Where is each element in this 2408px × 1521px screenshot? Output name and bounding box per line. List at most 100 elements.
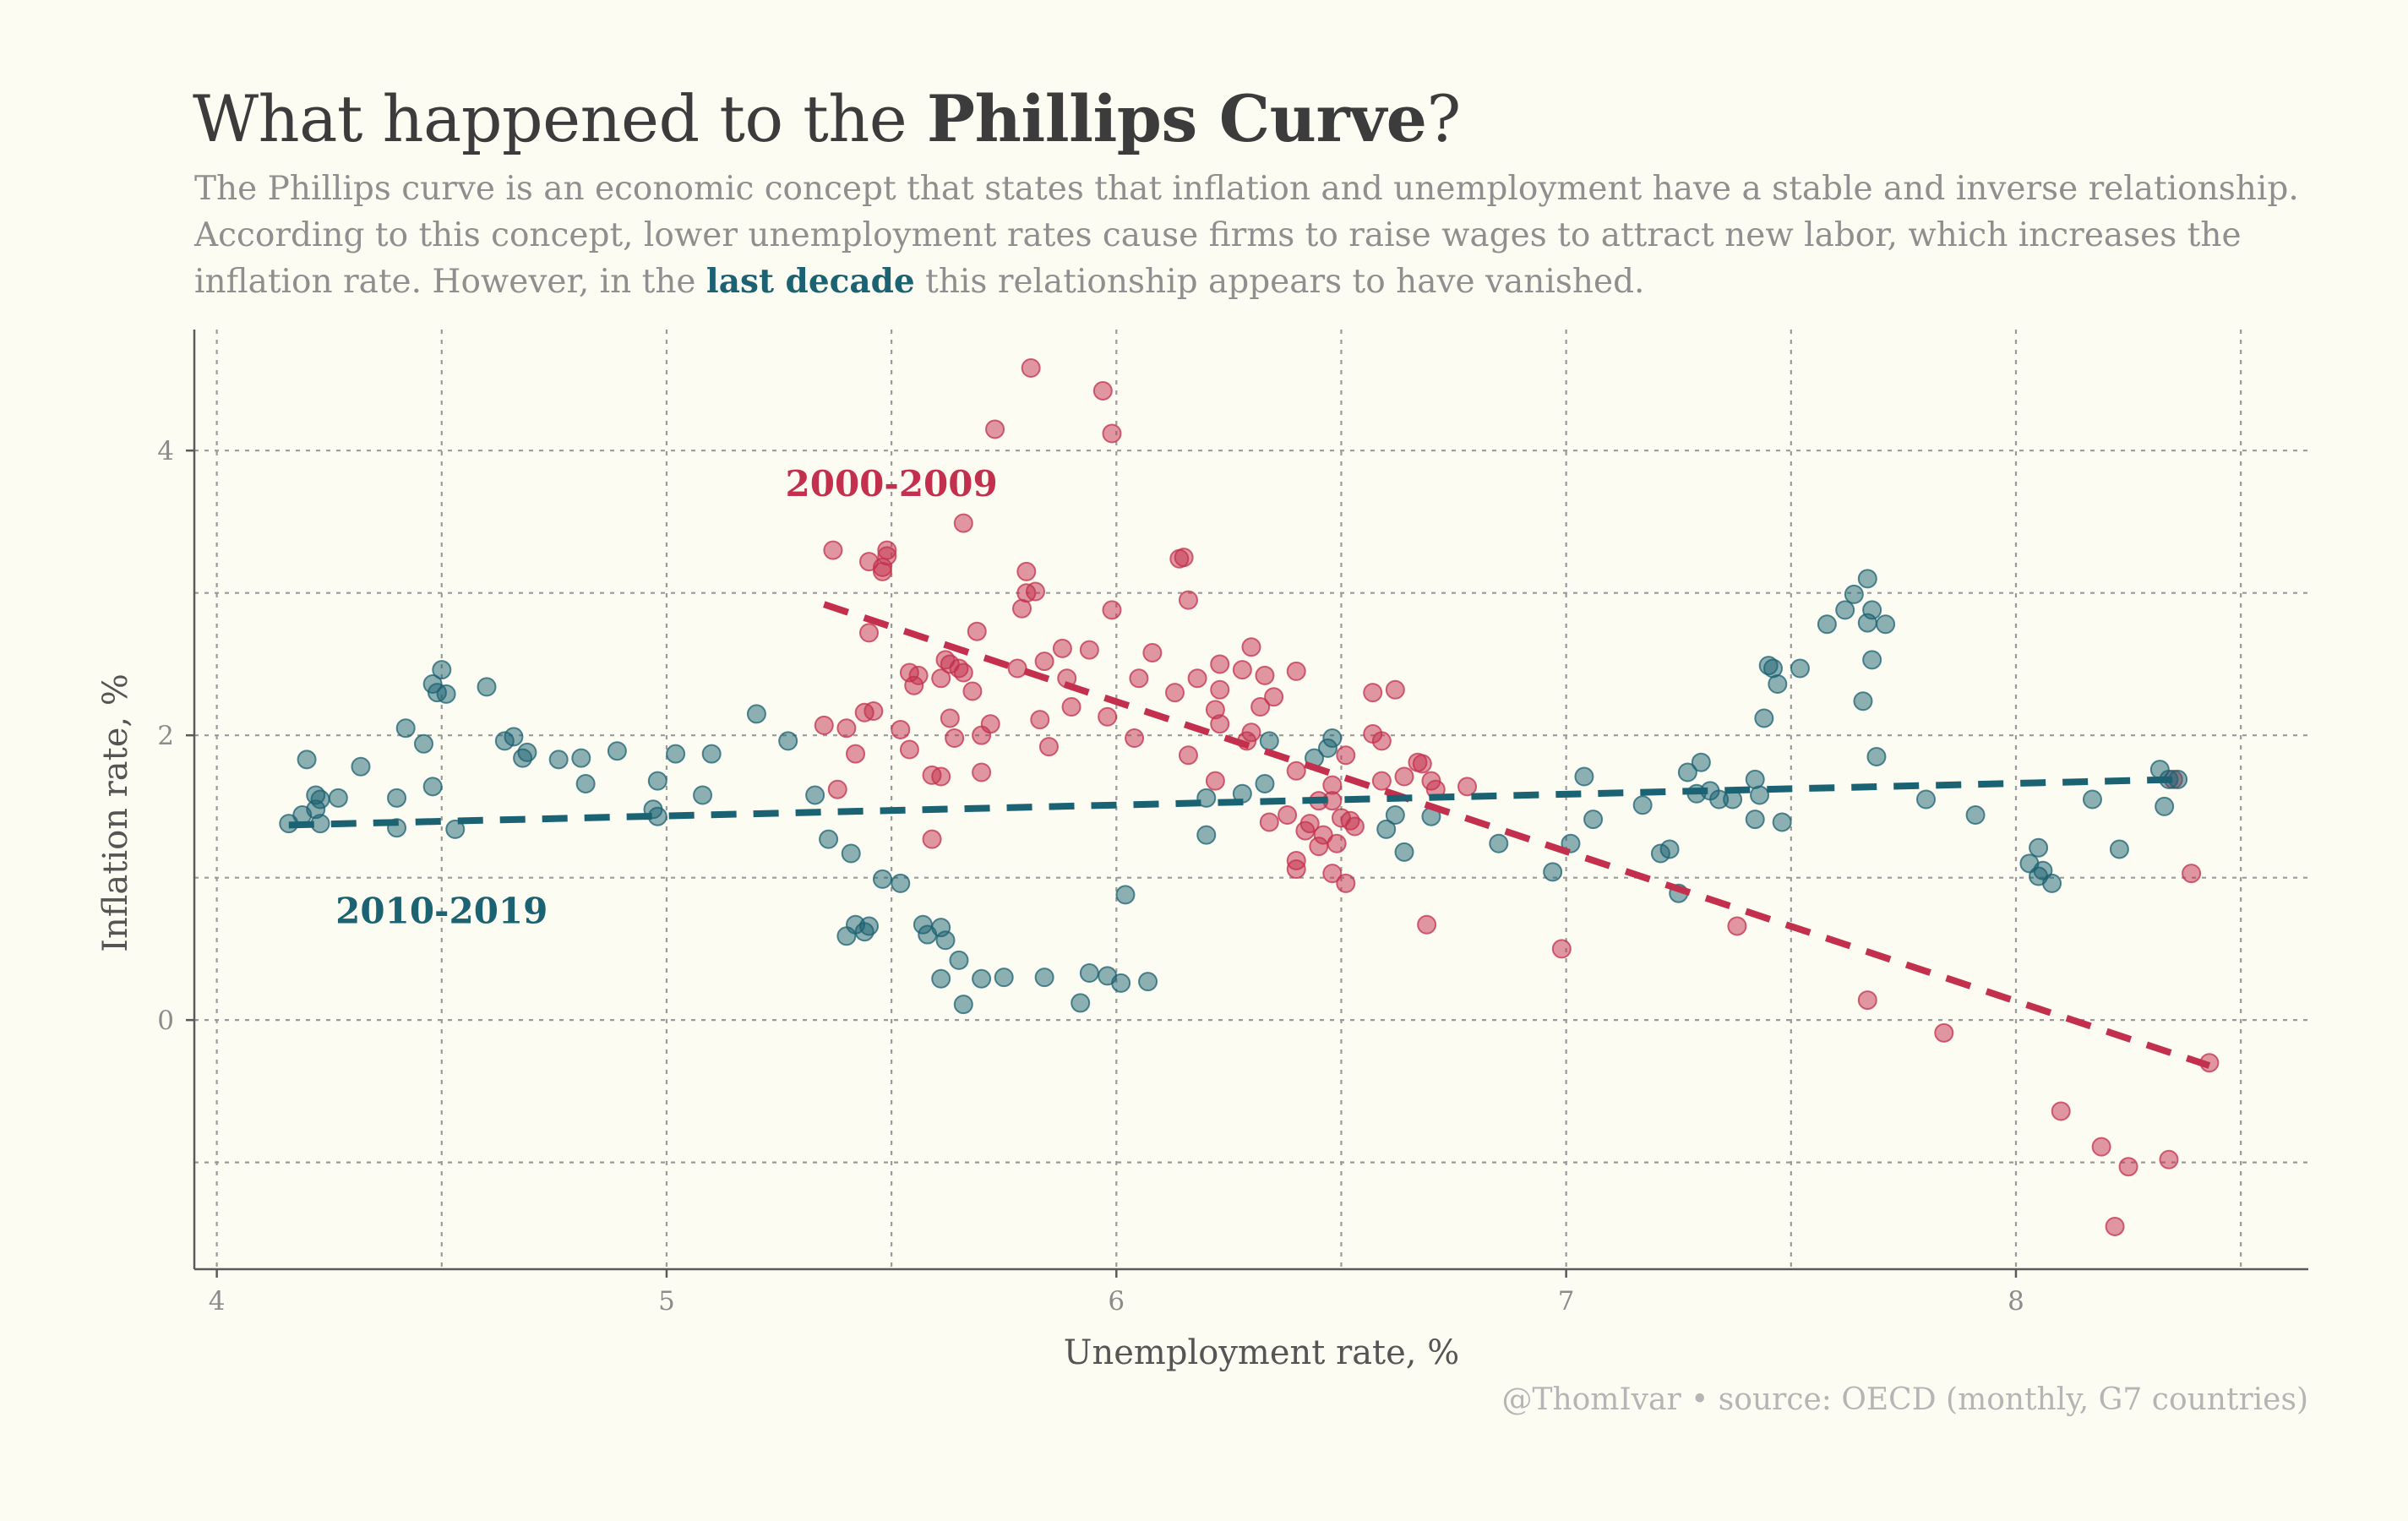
data-point (1457, 777, 1478, 797)
data-point (980, 714, 1000, 734)
trend-lines (288, 601, 2211, 1069)
annotations: 2000-2009 2010-2019 (335, 463, 998, 931)
data-point (1129, 668, 1149, 689)
data-point (1934, 1022, 1954, 1043)
data-point (2082, 789, 2102, 810)
data-point (445, 819, 466, 839)
data-point (1255, 665, 1275, 685)
data-point (1551, 939, 1572, 959)
data-point (1034, 651, 1054, 672)
data-point (872, 869, 892, 889)
data-point (2159, 1149, 2179, 1169)
data-point (607, 741, 627, 761)
data-point (1111, 973, 1131, 993)
data-point (1007, 658, 1027, 679)
data-point (1862, 600, 1882, 620)
data-point (1196, 788, 1217, 808)
data-point (1691, 752, 1711, 772)
data-point (877, 546, 897, 566)
data-point (1363, 683, 1383, 703)
data-point (972, 968, 992, 989)
chart-title: What happened to the Phillips Curve? (193, 81, 1461, 156)
data-point (1727, 916, 1747, 936)
data-point (548, 750, 569, 770)
data-point (1412, 754, 1432, 774)
x-tick-label: 6 (1108, 1286, 1125, 1317)
data-point (1210, 654, 1230, 674)
data-point (1862, 650, 1882, 670)
x-axis-title: Unemployment rate, % (1064, 1333, 1459, 1372)
data-point (1016, 561, 1037, 581)
data-point (1322, 775, 1343, 795)
data-point (1138, 972, 1158, 992)
trend-line-s2000 (823, 601, 2211, 1069)
data-point (945, 728, 965, 749)
data-point (1034, 968, 1054, 988)
data-point (1241, 637, 1261, 657)
data-point (436, 684, 456, 704)
data-point (859, 916, 880, 936)
data-point (827, 779, 847, 799)
data-point (1196, 825, 1217, 845)
data-point (1102, 600, 1122, 620)
data-point (1772, 812, 1792, 832)
data-point (846, 744, 866, 764)
data-point (1232, 660, 1252, 680)
data-point (962, 681, 983, 701)
data-point (1336, 873, 1356, 893)
data-point (1876, 614, 1896, 635)
data-point (1385, 805, 1405, 826)
data-point (1543, 862, 1563, 882)
data-point (666, 744, 686, 764)
data-point (1385, 679, 1405, 700)
data-point (1255, 773, 1275, 793)
data-point (1079, 963, 1099, 984)
chart-subtitle: The Phillips curve is an economic concep… (194, 166, 2307, 305)
data-point (891, 873, 911, 893)
data-point (2155, 796, 2175, 816)
y-axis-title: Inflation rate, % (96, 673, 135, 952)
data-point (1754, 708, 1774, 728)
data-point (2091, 1137, 2111, 1157)
data-point (1750, 785, 1770, 805)
data-point (2051, 1101, 2071, 1121)
data-point (836, 718, 857, 739)
y-tick-label: 0 (157, 1006, 174, 1036)
data-point (701, 744, 722, 764)
data-point (2109, 839, 2129, 859)
data-point (864, 701, 884, 722)
data-point (1844, 584, 1864, 604)
data-point (310, 789, 330, 810)
data-point (1659, 839, 1680, 859)
data-point (477, 677, 497, 697)
data-point (395, 718, 416, 739)
data-point (931, 668, 951, 689)
x-tick-label: 8 (2008, 1286, 2024, 1317)
data-point (949, 950, 969, 970)
data-point (2029, 837, 2049, 858)
data-point (819, 829, 839, 849)
data-point (1286, 760, 1306, 781)
data-point (1574, 766, 1594, 787)
data-point (859, 623, 880, 643)
data-point (1322, 728, 1343, 749)
data-point (1853, 691, 1873, 711)
data-point (1583, 810, 1604, 830)
data-point (1344, 816, 1365, 837)
data-point (953, 662, 973, 683)
data-point (922, 829, 942, 849)
data-point (2118, 1157, 2138, 1177)
data-point (940, 708, 960, 728)
subtitle-prefix: The Phillips curve is an economic concep… (194, 170, 2299, 301)
data-point (328, 788, 348, 808)
data-point (1817, 614, 1837, 635)
data-point (805, 785, 825, 805)
data-point (422, 777, 443, 797)
data-points (279, 357, 2220, 1236)
data-point (1371, 731, 1392, 751)
data-point (1142, 642, 1163, 662)
data-point (994, 968, 1014, 988)
axes (193, 330, 2308, 1271)
data-point (899, 739, 919, 760)
